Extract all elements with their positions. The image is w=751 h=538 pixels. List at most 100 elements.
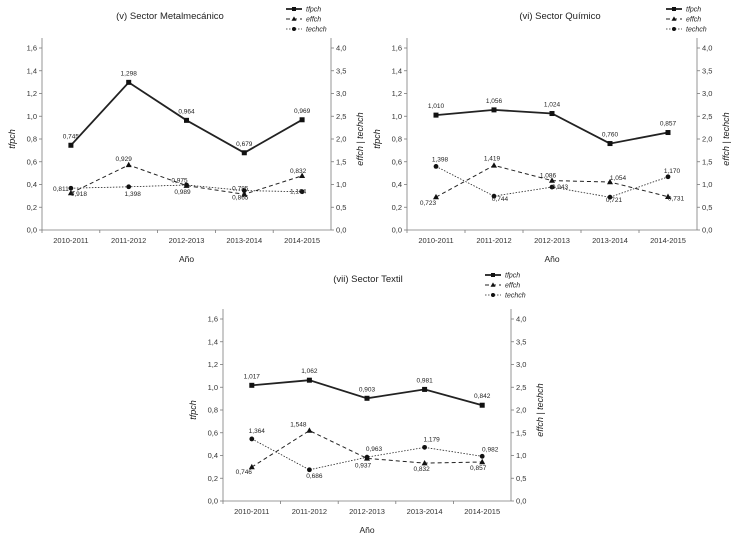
- point-effch: [549, 177, 555, 183]
- y-tick-label: 1,2: [208, 360, 218, 369]
- chart-panel-2: (vi) Sector Químico 0,0 0,2 0,4 0,6 0,8 1,0 1,2…: [372, 7, 731, 265]
- legend-marker-techch: [292, 27, 296, 31]
- y2-tick-label: 1,0: [702, 180, 712, 189]
- y-tick-label: 1,0: [27, 112, 37, 121]
- y2-tick-label: 2,0: [336, 135, 346, 144]
- legend: tfpch effch techch: [286, 7, 327, 34]
- y-tick-label: 1,0: [208, 383, 218, 392]
- y2-tick-label: 1,0: [516, 451, 526, 460]
- x-tick-label: 2013-2014: [592, 236, 628, 245]
- data-label-effch: 0,811: [53, 186, 69, 193]
- y-tick-label: 0,0: [208, 497, 218, 506]
- point-tfpch: [306, 377, 312, 383]
- data-label-tfpch: 0,903: [359, 386, 376, 393]
- data-label-effch: 0,937: [355, 462, 372, 469]
- y2-tick-label: 0,0: [516, 497, 526, 506]
- data-label-tfpch: 0,969: [294, 108, 311, 115]
- legend-marker-tfpch: [672, 7, 676, 11]
- point-effch: [241, 191, 248, 197]
- y2-tick-label: 2,0: [702, 135, 712, 144]
- point-tfpch: [665, 130, 671, 136]
- x-tick-label: 2014-2015: [284, 236, 320, 245]
- data-label-effch: 1,054: [610, 175, 627, 182]
- y-tick-label: 0,8: [208, 406, 218, 415]
- data-label-effch: 0,832: [290, 168, 307, 175]
- point-techch: [549, 184, 555, 190]
- y-axis-label: tfpch: [188, 400, 198, 420]
- point-techch: [299, 189, 305, 195]
- x-tick-label: 2012-2013: [534, 236, 570, 245]
- data-label-tfpch: 0,679: [236, 141, 253, 148]
- data-label-techch: 0,686: [306, 473, 323, 480]
- y-tick-label: 1,0: [392, 112, 402, 121]
- legend-label-effch: effch: [505, 283, 520, 290]
- data-label-tfpch: 0,857: [660, 121, 677, 128]
- data-label-techch: 0,865: [232, 195, 249, 202]
- data-label-techch: 0,744: [492, 196, 509, 203]
- y2-tick-label: 4,0: [516, 315, 526, 324]
- y2-tick-label: 1,5: [516, 428, 526, 437]
- y2-axis-label: effch | techch: [355, 112, 365, 165]
- x-tick-label: 2014-2015: [464, 507, 500, 516]
- data-label-techch: 1,398: [432, 156, 449, 163]
- y2-tick-label: 1,5: [336, 157, 346, 166]
- data-label-tfpch: 1,298: [121, 70, 138, 77]
- data-label-tfpch: 1,010: [428, 103, 445, 110]
- data-label-effch: 0,929: [116, 156, 133, 163]
- point-tfpch: [241, 150, 247, 156]
- legend-marker-techch: [672, 27, 676, 31]
- point-techch: [607, 194, 613, 200]
- y-tick-label: 1,4: [27, 66, 37, 75]
- point-tfpch: [479, 402, 485, 408]
- data-label-effch: 0,785: [232, 185, 249, 192]
- data-label-techch: 0,963: [366, 446, 383, 453]
- data-label-effch: 0,857: [470, 465, 487, 472]
- legend: tfpch effch techch: [666, 7, 707, 34]
- data-label-techch: 1,164: [290, 189, 307, 196]
- data-label-techch: 1,364: [249, 428, 266, 435]
- point-tfpch: [249, 382, 255, 388]
- y2-tick-label: 4,0: [336, 44, 346, 53]
- series-line-techch: [70, 184, 303, 193]
- data-label-effch: 0,723: [420, 200, 437, 207]
- y-tick-label: 0,2: [208, 474, 218, 483]
- data-label-effch: 0,975: [171, 178, 188, 185]
- point-techch: [491, 193, 497, 199]
- data-label-effch: 0,832: [413, 466, 430, 473]
- y2-tick-label: 2,5: [336, 112, 346, 121]
- legend-marker-tfpch: [491, 273, 495, 277]
- y2-tick-label: 0,0: [702, 226, 712, 235]
- y-tick-label: 1,6: [27, 44, 37, 53]
- y-tick-label: 0,0: [392, 226, 402, 235]
- data-label-techch: 0,721: [606, 197, 623, 204]
- data-label-techch: 1,398: [125, 191, 142, 198]
- y2-tick-label: 0,5: [702, 203, 712, 212]
- point-techch: [184, 182, 189, 188]
- y-tick-label: 1,4: [392, 66, 402, 75]
- x-tick-label: 2014-2015: [650, 236, 686, 245]
- data-label-effch: 1,086: [540, 173, 557, 180]
- y-tick-label: 1,2: [392, 89, 402, 98]
- legend-label-techch: techch: [686, 27, 707, 34]
- x-tick-label: 2010-2011: [53, 236, 88, 245]
- y-tick-label: 0,8: [392, 135, 402, 144]
- y-axis-label: tfpch: [372, 129, 382, 149]
- y-tick-label: 0,6: [392, 157, 402, 166]
- data-label-techch: 0,989: [174, 189, 191, 196]
- y2-tick-label: 3,5: [702, 66, 712, 75]
- legend-label-techch: techch: [505, 293, 526, 300]
- x-tick-label: 2012-2013: [349, 507, 385, 516]
- data-label-tfpch: 0,981: [416, 377, 433, 384]
- point-techch: [665, 174, 671, 180]
- y-tick-label: 1,6: [208, 315, 218, 324]
- x-axis-label: Año: [359, 525, 374, 535]
- point-effch: [421, 459, 428, 466]
- data-label-tfpch: 1,017: [244, 373, 261, 380]
- data-label-tfpch: 1,024: [544, 102, 561, 109]
- point-techch: [307, 467, 312, 473]
- y-tick-label: 0,6: [208, 428, 218, 437]
- point-techch: [249, 436, 255, 442]
- x-tick-label: 2010-2011: [418, 236, 453, 245]
- data-label-techch: 1,179: [423, 436, 440, 443]
